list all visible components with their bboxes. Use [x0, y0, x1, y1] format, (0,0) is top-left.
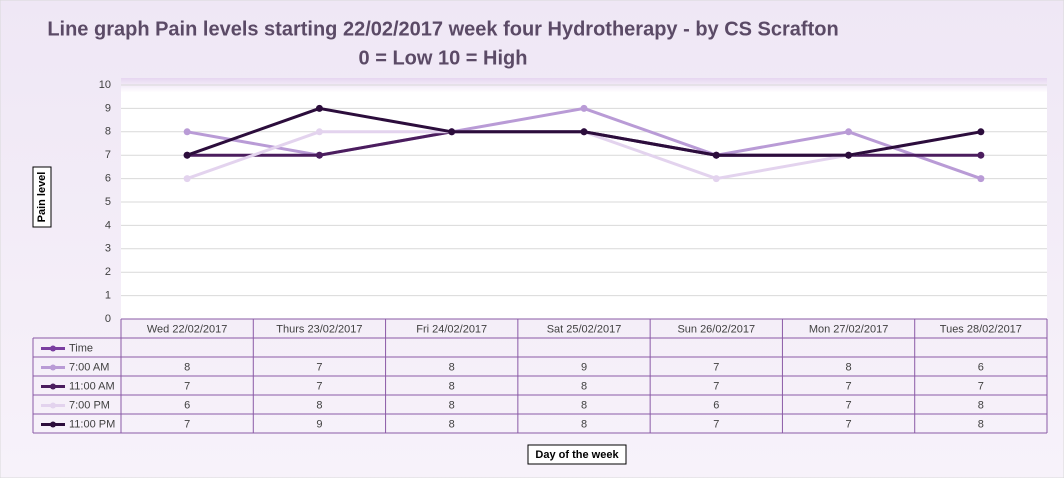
table-value: 7	[846, 380, 852, 392]
x-axis-title: Day of the week	[535, 449, 619, 461]
table-value: 7	[713, 380, 719, 392]
data-point	[712, 175, 720, 183]
x-tick-label: Sun 26/02/2017	[677, 323, 755, 335]
x-tick-label: Sat 25/02/2017	[547, 323, 622, 335]
data-point	[845, 151, 853, 159]
table-value: 7	[316, 361, 322, 373]
table-value: 7	[184, 418, 190, 430]
table-value: 8	[581, 418, 587, 430]
table-value: 8	[978, 418, 984, 430]
x-title-box	[527, 444, 627, 465]
data-point	[977, 175, 985, 183]
x-tick-label: Wed 22/02/2017	[147, 323, 228, 335]
table-value: 8	[316, 399, 322, 411]
table-value: 8	[978, 399, 984, 411]
data-point	[977, 151, 985, 159]
y-axis-title: Pain level	[36, 172, 48, 223]
y-tick-label: 1	[105, 290, 111, 302]
table-value: 9	[316, 418, 322, 430]
data-point	[580, 104, 588, 112]
table-value: 8	[184, 361, 190, 373]
chart-title: Line graph Pain levels starting 22/02/20…	[47, 18, 838, 40]
table-value: 9	[581, 361, 587, 373]
legend-marker	[50, 402, 56, 409]
legend-label: 7:00 PM	[69, 399, 110, 411]
chart-subtitle: 0 = Low 10 = High	[359, 47, 528, 69]
y-tick-label: 8	[105, 126, 111, 138]
table-value: 7	[713, 418, 719, 430]
table-value: 7	[316, 380, 322, 392]
table-value: 6	[713, 399, 719, 411]
table-value: 7	[846, 418, 852, 430]
x-tick-label: Tues 28/02/2017	[940, 323, 1022, 335]
legend-marker	[50, 345, 56, 352]
table-value: 8	[846, 361, 852, 373]
table-value: 7	[713, 361, 719, 373]
data-point	[315, 104, 323, 112]
data-point	[315, 151, 323, 159]
table-value: 8	[581, 399, 587, 411]
table-value: 7	[184, 380, 190, 392]
data-point	[845, 128, 853, 136]
y-tick-label: 3	[105, 243, 111, 255]
table-value: 8	[449, 399, 455, 411]
table-value: 6	[978, 361, 984, 373]
legend-marker	[50, 364, 56, 371]
x-tick-label: Mon 27/02/2017	[809, 323, 889, 335]
legend-label: Time	[69, 342, 93, 354]
data-point	[712, 151, 720, 159]
legend-label: 11:00 PM	[69, 418, 115, 430]
legend-marker	[50, 383, 56, 390]
table-value: 8	[449, 361, 455, 373]
table-value: 6	[184, 399, 190, 411]
y-tick-label: 6	[105, 173, 111, 185]
table-value: 8	[581, 380, 587, 392]
y-tick-label: 0	[105, 313, 111, 325]
y-title-box	[32, 166, 52, 228]
x-tick-label: Fri 24/02/2017	[416, 323, 487, 335]
y-tick-label: 5	[105, 196, 111, 208]
data-point	[977, 128, 985, 136]
data-point	[580, 128, 588, 136]
legend-marker	[50, 421, 56, 428]
y-tick-label: 7	[105, 149, 111, 161]
y-tick-label: 9	[105, 102, 111, 114]
data-point	[183, 175, 191, 183]
data-point	[183, 128, 191, 136]
y-tick-label: 4	[105, 219, 111, 231]
y-tick-label: 2	[105, 266, 111, 278]
table-value: 7	[846, 399, 852, 411]
table-value: 8	[449, 380, 455, 392]
table-value: 8	[449, 418, 455, 430]
data-point	[448, 128, 456, 136]
plot-area	[121, 78, 1047, 319]
data-point	[183, 151, 191, 159]
legend-label: 11:00 AM	[69, 380, 115, 392]
data-point	[315, 128, 323, 136]
legend-label: 7:00 AM	[69, 361, 109, 373]
x-tick-label: Thurs 23/02/2017	[276, 323, 362, 335]
table-value: 7	[978, 380, 984, 392]
y-tick-label: 10	[99, 79, 111, 91]
